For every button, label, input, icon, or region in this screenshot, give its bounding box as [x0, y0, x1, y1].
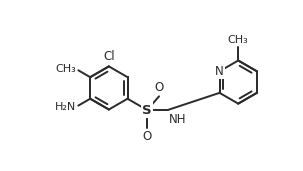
Text: O: O — [155, 81, 164, 94]
Text: H₂N: H₂N — [55, 102, 76, 111]
Text: O: O — [142, 130, 152, 143]
Text: S: S — [142, 104, 152, 117]
Text: NH: NH — [168, 113, 186, 126]
Text: CH₃: CH₃ — [228, 35, 248, 45]
Text: CH₃: CH₃ — [56, 64, 76, 74]
Text: Cl: Cl — [103, 50, 115, 63]
Text: N: N — [215, 65, 224, 78]
